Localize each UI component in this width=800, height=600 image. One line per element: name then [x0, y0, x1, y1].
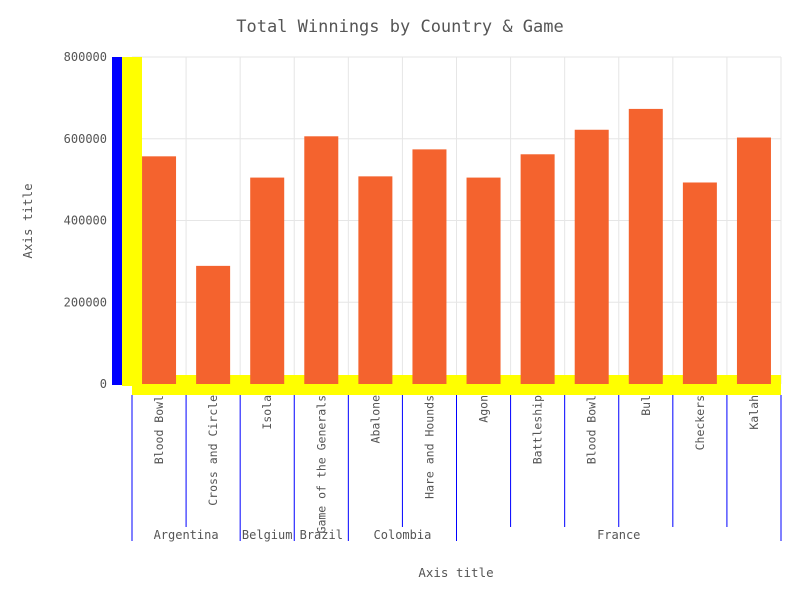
x-axis-categories: Blood Bowl Cross and Circle Isola Game of t…: [131, 395, 782, 542]
bar[interactable]: [142, 156, 177, 384]
plot-left-edge-highlight: [122, 57, 142, 386]
bar[interactable]: [412, 149, 447, 384]
x-group-label: Argentina: [154, 528, 219, 542]
x-category-label: Checkers: [693, 395, 707, 450]
x-category-label: Cross and Circle: [206, 395, 220, 506]
chart-title: Total Winnings by Country & Game: [236, 17, 564, 37]
x-group-label: Brazil: [300, 528, 343, 542]
x-axis-highlight: [132, 375, 781, 395]
axis-highlights: [112, 57, 781, 395]
y-axis-ticks: 0 200000 400000 600000 800000: [64, 50, 107, 391]
x-category-label: Blood Bowl: [585, 395, 599, 464]
x-category-label: Hare and Hounds: [422, 395, 436, 499]
x-category-label: Isola: [260, 395, 274, 430]
y-tick-label: 0: [100, 377, 107, 391]
x-category-label: Bul: [639, 395, 653, 416]
y-axis-title: Axis title: [20, 183, 35, 258]
x-category-label: Agon: [477, 395, 491, 423]
bar[interactable]: [358, 176, 393, 384]
x-group-label: France: [597, 528, 640, 542]
x-category-label: Abalone: [368, 395, 382, 444]
x-category-label: Battleship: [531, 395, 545, 464]
y-tick-label: 400000: [64, 214, 107, 228]
x-category-label: Blood Bowl: [152, 395, 166, 464]
bar[interactable]: [466, 177, 501, 384]
y-axis-highlight: [112, 57, 122, 385]
x-category-label: Kalah: [747, 395, 761, 430]
bar-series: [142, 108, 771, 384]
bar[interactable]: [574, 129, 609, 384]
y-tick-label: 200000: [64, 295, 107, 309]
y-tick-label: 600000: [64, 132, 107, 146]
y-tick-label: 800000: [64, 50, 107, 64]
bar[interactable]: [304, 136, 339, 384]
x-axis-title: Axis title: [418, 565, 493, 580]
bar[interactable]: [196, 265, 231, 384]
bar[interactable]: [520, 154, 555, 384]
x-category-label: Game of the Generals: [314, 395, 328, 533]
bar[interactable]: [736, 137, 771, 384]
bar[interactable]: [682, 182, 717, 384]
x-group-label: Colombia: [374, 528, 432, 542]
bar[interactable]: [250, 177, 285, 384]
x-group-label: Belgium: [242, 528, 293, 542]
bar[interactable]: [628, 108, 663, 384]
